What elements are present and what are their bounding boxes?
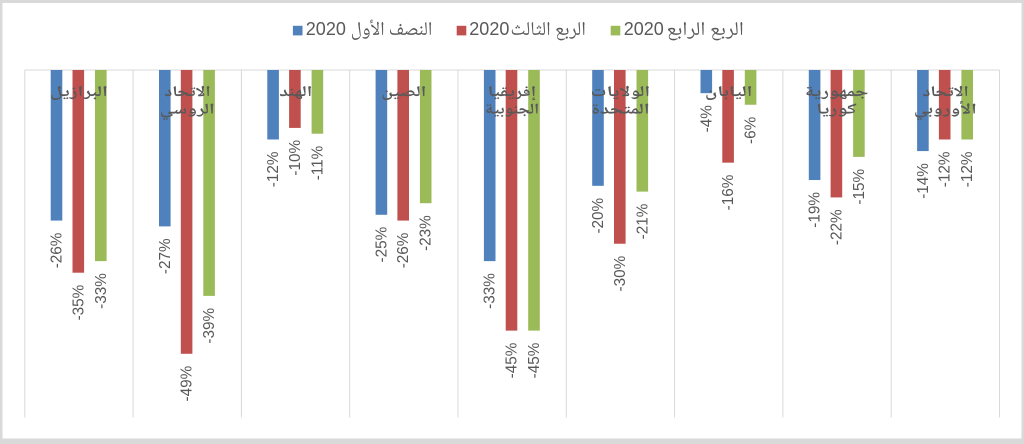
svg-text:-10%: -10%: [287, 140, 304, 176]
svg-text:-30%: -30%: [612, 255, 629, 291]
svg-text:2020: 2020: [306, 19, 346, 39]
svg-text:-25%: -25%: [373, 226, 390, 262]
svg-text:-45%: -45%: [526, 342, 543, 378]
svg-text:-20%: -20%: [590, 197, 607, 233]
svg-text:-23%: -23%: [418, 215, 435, 251]
svg-text:-35%: -35%: [70, 284, 87, 320]
svg-text:-26%: -26%: [49, 232, 66, 268]
svg-text:-26%: -26%: [395, 232, 412, 268]
svg-text:-21%: -21%: [634, 203, 651, 239]
svg-text:-39%: -39%: [201, 307, 218, 343]
svg-text:-6%: -6%: [743, 116, 760, 144]
svg-text:-45%: -45%: [504, 342, 521, 378]
svg-text:-12%: -12%: [959, 151, 976, 187]
svg-text:-15%: -15%: [851, 168, 868, 204]
svg-text:-12%: -12%: [937, 151, 954, 187]
svg-text:-14%: -14%: [915, 163, 932, 199]
svg-text:-22%: -22%: [828, 209, 845, 245]
svg-text:2020: 2020: [624, 19, 664, 39]
svg-text:-12%: -12%: [265, 151, 282, 187]
svg-text:-11%: -11%: [309, 145, 326, 180]
svg-text:-33%: -33%: [482, 273, 499, 309]
svg-text:-16%: -16%: [720, 174, 737, 210]
svg-text:2020: 2020: [469, 19, 509, 39]
svg-text:-33%: -33%: [93, 273, 110, 309]
svg-text:-4%: -4%: [698, 105, 715, 133]
svg-text:-49%: -49%: [179, 365, 196, 401]
svg-text:-27%: -27%: [157, 238, 174, 274]
svg-text:-19%: -19%: [807, 192, 824, 228]
